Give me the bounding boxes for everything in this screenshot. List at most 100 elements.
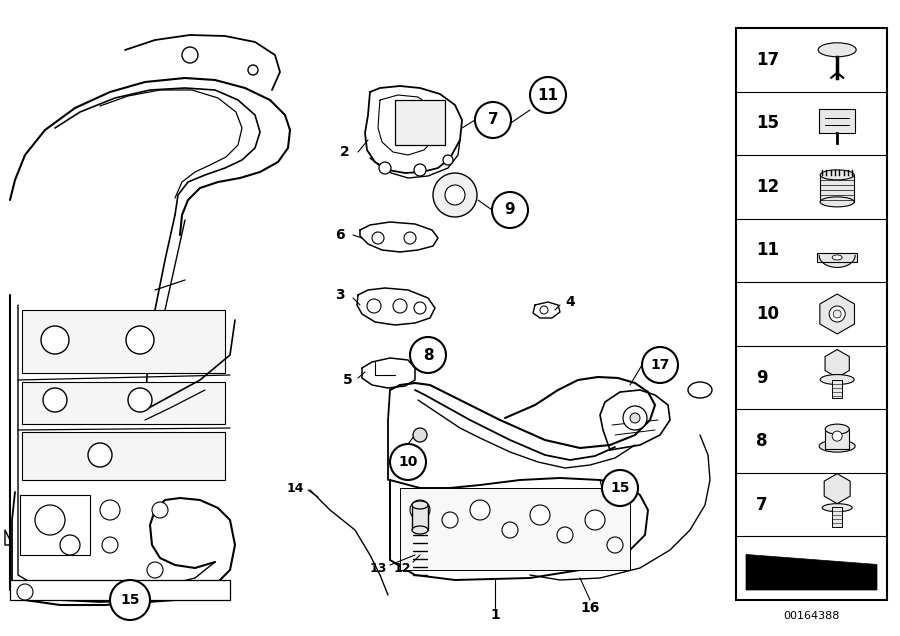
Polygon shape [746, 555, 877, 590]
Circle shape [540, 306, 548, 314]
Bar [22, 310, 225, 373]
Circle shape [442, 512, 458, 528]
Bar [832, 380, 842, 398]
Bar [820, 175, 854, 202]
Polygon shape [820, 294, 854, 334]
Circle shape [443, 155, 453, 165]
Circle shape [630, 413, 640, 423]
Circle shape [404, 232, 416, 244]
Circle shape [585, 510, 605, 530]
Polygon shape [825, 350, 850, 378]
Bar [22, 382, 225, 424]
Circle shape [623, 406, 647, 430]
Circle shape [833, 310, 842, 318]
Ellipse shape [832, 255, 842, 260]
Circle shape [492, 192, 528, 228]
Circle shape [557, 527, 573, 543]
Text: 00164388: 00164388 [783, 611, 839, 621]
Circle shape [410, 337, 446, 373]
Text: 12: 12 [393, 562, 410, 574]
Text: 10: 10 [756, 305, 779, 323]
Circle shape [102, 537, 118, 553]
Circle shape [502, 522, 518, 538]
Text: 5: 5 [343, 373, 353, 387]
Circle shape [414, 164, 426, 176]
Text: 9: 9 [505, 202, 516, 218]
Text: 16: 16 [580, 601, 599, 615]
Bar [832, 507, 842, 527]
Circle shape [182, 47, 198, 63]
Circle shape [88, 443, 112, 467]
Circle shape [607, 537, 623, 553]
Circle shape [433, 173, 477, 217]
Text: 9: 9 [756, 368, 768, 387]
Ellipse shape [688, 382, 712, 398]
Bar [736, 28, 887, 600]
Circle shape [35, 505, 65, 535]
Text: 7: 7 [756, 495, 768, 514]
Text: 8: 8 [423, 347, 433, 363]
Circle shape [100, 500, 120, 520]
Circle shape [152, 502, 168, 518]
Circle shape [17, 584, 33, 600]
Bar [819, 109, 855, 134]
Circle shape [147, 562, 163, 578]
Ellipse shape [818, 43, 856, 57]
Text: 15: 15 [756, 114, 779, 132]
Text: 14: 14 [286, 481, 304, 495]
Text: 15: 15 [121, 593, 140, 607]
Circle shape [379, 162, 391, 174]
Bar [20, 495, 90, 555]
Circle shape [413, 428, 427, 442]
Text: 1: 1 [491, 608, 500, 622]
Ellipse shape [820, 170, 854, 180]
Circle shape [602, 470, 638, 506]
Circle shape [110, 580, 150, 620]
Text: 17: 17 [756, 51, 779, 69]
Circle shape [393, 299, 407, 313]
Bar [22, 432, 225, 480]
Text: 17: 17 [651, 358, 670, 372]
Circle shape [470, 500, 490, 520]
Circle shape [248, 65, 258, 75]
Text: 12: 12 [756, 178, 779, 196]
Text: 15: 15 [610, 481, 630, 495]
Circle shape [41, 326, 69, 354]
Text: 7: 7 [488, 113, 499, 127]
Text: 4: 4 [565, 295, 575, 309]
Circle shape [367, 299, 381, 313]
Text: 6: 6 [335, 228, 345, 242]
Text: 3: 3 [335, 288, 345, 302]
Circle shape [372, 232, 384, 244]
Bar [825, 429, 850, 449]
Circle shape [128, 388, 152, 412]
Text: 10: 10 [399, 455, 418, 469]
Text: 2: 2 [340, 145, 350, 159]
Ellipse shape [412, 501, 428, 509]
Bar [395, 100, 445, 145]
Circle shape [445, 185, 465, 205]
Circle shape [475, 102, 511, 138]
Ellipse shape [819, 440, 855, 452]
Circle shape [126, 326, 154, 354]
Text: 8: 8 [756, 432, 768, 450]
Circle shape [642, 347, 678, 383]
Circle shape [43, 388, 67, 412]
Bar [412, 505, 428, 530]
Circle shape [414, 302, 426, 314]
Ellipse shape [820, 197, 854, 207]
Circle shape [60, 535, 80, 555]
Polygon shape [824, 474, 850, 504]
Ellipse shape [825, 424, 850, 434]
Ellipse shape [820, 375, 854, 385]
Bar [817, 253, 857, 263]
Ellipse shape [412, 526, 428, 534]
Ellipse shape [823, 504, 852, 512]
Circle shape [832, 431, 842, 441]
Text: 13: 13 [369, 562, 387, 574]
Circle shape [390, 444, 426, 480]
Circle shape [410, 500, 430, 520]
Text: 11: 11 [756, 242, 779, 259]
Circle shape [829, 306, 845, 322]
Circle shape [530, 77, 566, 113]
